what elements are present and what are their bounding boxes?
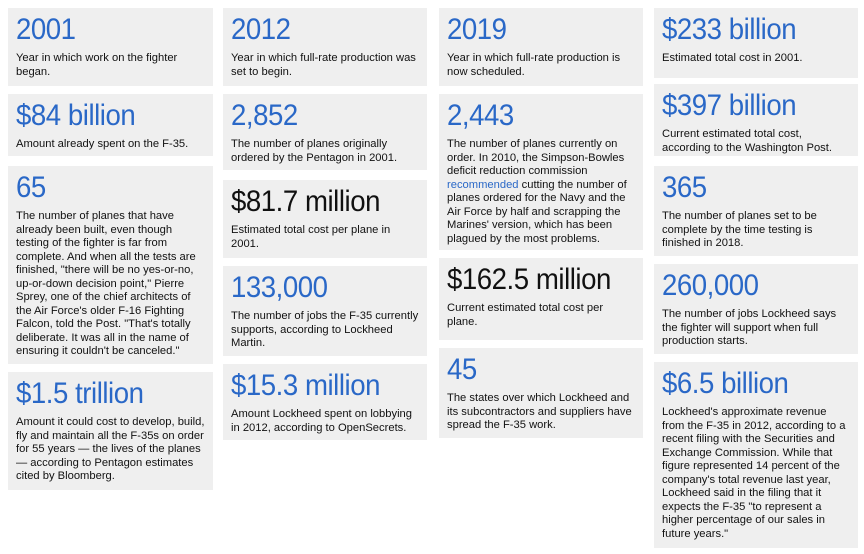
fact-card: $397 billion Current estimated total cos… [654, 84, 858, 156]
fact-card: 2,443 The number of planes currently on … [439, 94, 643, 250]
fact-value: 365 [662, 171, 707, 204]
fact-card: 365 The number of planes set to be compl… [654, 166, 858, 256]
fact-card: $162.5 million Current estimated total c… [439, 258, 643, 340]
fact-value: $162.5 million [447, 263, 611, 296]
fact-value: 2019 [447, 13, 507, 46]
fact-value: $84 billion [16, 99, 136, 132]
fact-description: Year in which work on the fighter began. [16, 52, 178, 78]
fact-card: 2,852 The number of planes originally or… [223, 94, 427, 170]
fact-description-text: cutting the number of planes ordered for… [447, 178, 627, 245]
fact-card: $6.5 billion Lockheed's approximate reve… [654, 362, 858, 548]
fact-value: $397 billion [662, 89, 797, 122]
fact-card: 260,000 The number of jobs Lockheed says… [654, 264, 858, 354]
fact-value: 260,000 [662, 269, 759, 302]
fact-card: $1.5 trillion Amount it could cost to de… [8, 372, 213, 490]
fact-value: 2001 [16, 13, 76, 46]
fact-card: $81.7 million Estimated total cost per p… [223, 180, 427, 258]
fact-description: The number of planes that have already b… [16, 210, 196, 357]
recommended-link[interactable]: recommended [447, 178, 519, 191]
fact-description: The number of planes currently on order.… [447, 138, 635, 246]
fact-description: Lockheed's approximate revenue from the … [662, 406, 846, 540]
fact-card: 45 The states over which Lockheed and it… [439, 348, 643, 438]
fact-value: $6.5 billion [662, 367, 789, 400]
fact-card: 2001 Year in which work on the fighter b… [8, 8, 213, 86]
fact-value: $233 billion [662, 13, 797, 46]
fact-card: 2012 Year in which full-rate production … [223, 8, 427, 86]
fact-value: $15.3 million [231, 369, 380, 402]
fact-description: The number of jobs Lockheed says the fig… [662, 308, 837, 347]
fact-description: Year in which full-rate production is no… [447, 52, 621, 78]
fact-card: $84 billion Amount already spent on the … [8, 94, 213, 156]
fact-description: Amount already spent on the F-35. [16, 138, 189, 150]
fact-description: Current estimated total cost, according … [662, 128, 832, 154]
fact-value: 2,443 [447, 99, 514, 132]
fact-description: The number of jobs the F-35 currently su… [231, 310, 419, 349]
fact-card: 65 The number of planes that have alread… [8, 166, 213, 364]
fact-description: The number of planes set to be complete … [662, 210, 817, 249]
fact-card: 2019 Year in which full-rate production … [439, 8, 643, 86]
fact-value: $81.7 million [231, 185, 380, 218]
fact-description: Amount it could cost to develop, build, … [16, 416, 205, 482]
fact-description: Amount Lockheed spent on lobbying in 201… [231, 408, 412, 434]
fact-description: Estimated total cost per plane in 2001. [231, 224, 391, 250]
fact-value: 2,852 [231, 99, 298, 132]
fact-value: 2012 [231, 13, 291, 46]
fact-value: 45 [447, 353, 477, 386]
fact-description: Current estimated total cost per plane. [447, 302, 604, 328]
fact-value: 65 [16, 171, 46, 204]
fact-value: 133,000 [231, 271, 328, 304]
fact-card: $15.3 million Amount Lockheed spent on l… [223, 364, 427, 440]
fact-card: $233 billion Estimated total cost in 200… [654, 8, 858, 78]
fact-description: Estimated total cost in 2001. [662, 52, 803, 64]
fact-description: The states over which Lockheed and its s… [447, 392, 632, 431]
fact-card: 133,000 The number of jobs the F-35 curr… [223, 266, 427, 356]
fact-description: Year in which full-rate production was s… [231, 52, 416, 78]
fact-value: $1.5 trillion [16, 377, 144, 410]
fact-description: The number of planes originally ordered … [231, 138, 398, 164]
fact-description-text: The number of planes currently on order.… [447, 138, 625, 177]
